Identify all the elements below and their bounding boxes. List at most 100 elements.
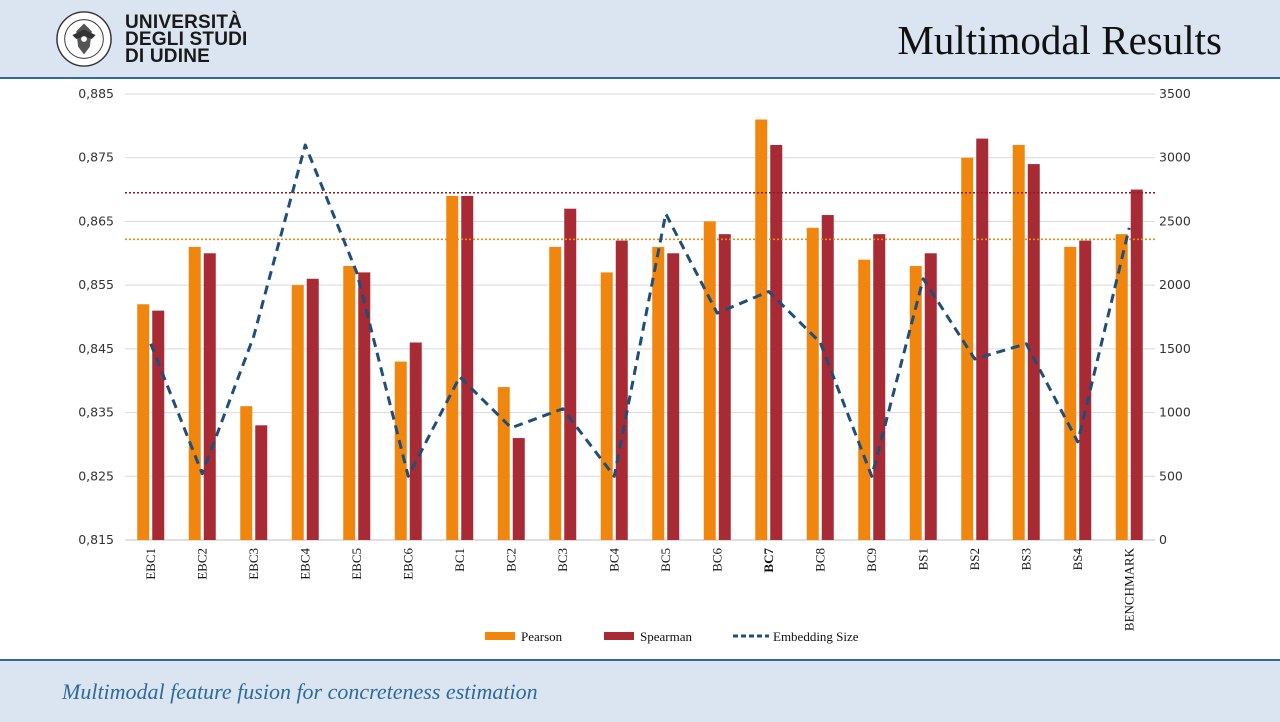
category-label-ebc3: EBC3 (246, 548, 261, 580)
pearson-bar-bs3 (1012, 144, 1025, 540)
slide-header: UNIVERSITÀ DEGLI STUDI DI UDINE Multimod… (0, 0, 1280, 79)
legend-label-2: Embedding Size (773, 629, 859, 644)
pearson-bar-ebc6 (394, 361, 407, 540)
embedding-size-series (149, 143, 1131, 478)
category-label-bc6: BC6 (709, 548, 724, 572)
right-tick-label: 500 (1159, 468, 1183, 483)
spearman-bar-bs3 (1027, 164, 1040, 540)
category-label-bc3: BC3 (555, 548, 570, 572)
results-chart: 0,885 0,875 0,865 0,855 0,845 0,835 0,825 0,815… (78, 86, 1191, 644)
category-label-bs4: BS4 (1070, 548, 1085, 571)
category-label-bs1: BS1 (915, 548, 930, 570)
spearman-bar-ebc2 (203, 253, 216, 541)
logo-line-3: DI UDINE (125, 45, 210, 67)
pearson-bar-bc7 (755, 119, 768, 540)
category-labels: EBC1 EBC2 EBC3 EBC4 EBC5 EBC6 BC1 BC2 BC3 BC4 BC5 B… (143, 547, 1137, 631)
right-tick-label: 1000 (1159, 405, 1191, 420)
category-label-ebc5: EBC5 (349, 548, 364, 580)
pearson-bar-ebc3 (240, 406, 253, 540)
left-tick-label: 0,825 (78, 468, 114, 483)
spearman-bar-bc4 (615, 240, 628, 541)
category-label-bc2: BC2 (503, 548, 518, 572)
pearson-bar-bc8 (806, 227, 819, 541)
pearson-bar-bc2 (497, 387, 510, 540)
right-axis-ticks: 3500 3000 2500 2000 1500 1000 500 0 (1159, 86, 1191, 547)
embedding-size-line (149, 143, 1131, 478)
spearman-bar-bc8 (821, 215, 834, 541)
category-label-bs3: BS3 (1018, 548, 1033, 570)
spearman-bar-bc1 (461, 195, 474, 540)
spearman-bar-ebc6 (409, 342, 422, 540)
left-tick-label: 0,875 (78, 150, 114, 165)
legend-swatch-1 (604, 632, 634, 640)
pearson-bar-bc4 (600, 272, 613, 540)
pearson-bar-bc6 (703, 221, 716, 540)
left-tick-label: 0,835 (78, 405, 114, 420)
right-tick-label: 2500 (1159, 213, 1191, 228)
category-label-bc7: BC7 (761, 548, 776, 573)
pearson-bar-bs2 (961, 157, 974, 540)
legend-label-0: Pearson (521, 629, 563, 644)
category-label-bc9: BC9 (864, 548, 879, 572)
category-label-bc4: BC4 (606, 548, 621, 572)
category-label-bc1: BC1 (452, 548, 467, 572)
category-label-ebc6: EBC6 (400, 548, 415, 580)
spearman-bar-ebc5 (358, 272, 371, 540)
legend-label-1: Spearman (640, 629, 692, 644)
pearson-bar-bc9 (858, 259, 871, 540)
spearman-bar-bs2 (976, 138, 989, 540)
pearson-bar-ebc1 (137, 304, 150, 540)
category-label-bc5: BC5 (658, 548, 673, 572)
left-tick-label: 0,815 (78, 532, 114, 547)
logo-line-1: UNIVERSITÀ (125, 11, 243, 33)
slide-subtitle: Multimodal feature fusion for concretene… (62, 679, 538, 704)
category-label-bs2: BS2 (967, 548, 982, 570)
slide-title: Multimodal Results (897, 17, 1222, 63)
category-label-benchmark: BENCHMARK (1121, 547, 1136, 631)
left-axis-ticks: 0,885 0,875 0,865 0,855 0,845 0,835 0,825 0,815 (78, 86, 114, 547)
right-tick-label: 1500 (1159, 341, 1191, 356)
spearman-bar-ebc1 (152, 310, 165, 540)
right-tick-label: 0 (1159, 532, 1167, 547)
spearman-bar-bs1 (924, 253, 937, 541)
spearman-bar-bc7 (770, 144, 783, 540)
pearson-bar-bs4 (1064, 246, 1077, 540)
right-tick-label: 3000 (1159, 150, 1191, 165)
gridlines (125, 93, 1155, 541)
spearman-bar-bs4 (1079, 240, 1092, 541)
pearson-bar-ebc4 (291, 285, 304, 540)
pearson-bar-ebc5 (343, 266, 356, 540)
pearson-bar-bc1 (446, 195, 459, 540)
spearman-bar-bc5 (667, 253, 680, 541)
pearson-bar-bs1 (909, 266, 922, 540)
bar-series (137, 119, 1143, 541)
logo-line-2: DEGLI STUDI (125, 28, 248, 50)
spearman-bar-bc2 (512, 438, 525, 540)
spearman-bar-ebc4 (306, 278, 319, 540)
category-label-bc8: BC8 (812, 548, 827, 572)
spearman-bar-bc9 (873, 234, 886, 540)
category-label-ebc1: EBC1 (143, 548, 158, 580)
left-tick-label: 0,885 (78, 86, 114, 101)
spearman-bar-bc3 (564, 208, 577, 540)
spearman-bar-ebc3 (255, 425, 268, 540)
category-label-ebc4: EBC4 (297, 548, 312, 580)
university-logo: UNIVERSITÀ DEGLI STUDI DI UDINE (55, 10, 248, 68)
left-tick-label: 0,865 (78, 213, 114, 228)
pearson-bar-bc5 (652, 246, 665, 540)
pearson-bar-ebc2 (188, 246, 201, 540)
left-tick-label: 0,845 (78, 341, 114, 356)
university-name: UNIVERSITÀ DEGLI STUDI DI UDINE (125, 11, 248, 67)
spearman-bar-benchmark (1130, 189, 1143, 541)
pearson-bar-benchmark (1115, 234, 1128, 540)
spearman-bar-bc6 (718, 234, 731, 540)
pearson-bar-bc3 (549, 246, 562, 540)
right-tick-label: 3500 (1159, 86, 1191, 101)
legend-swatch-0 (485, 632, 515, 640)
chart-legend: Pearson Spearman Embedding Size (485, 629, 859, 644)
right-tick-label: 2000 (1159, 277, 1191, 292)
left-tick-label: 0,855 (78, 277, 114, 292)
category-label-ebc2: EBC2 (194, 548, 209, 580)
reference-lines (125, 191, 1155, 241)
university-seal-icon (56, 11, 112, 67)
